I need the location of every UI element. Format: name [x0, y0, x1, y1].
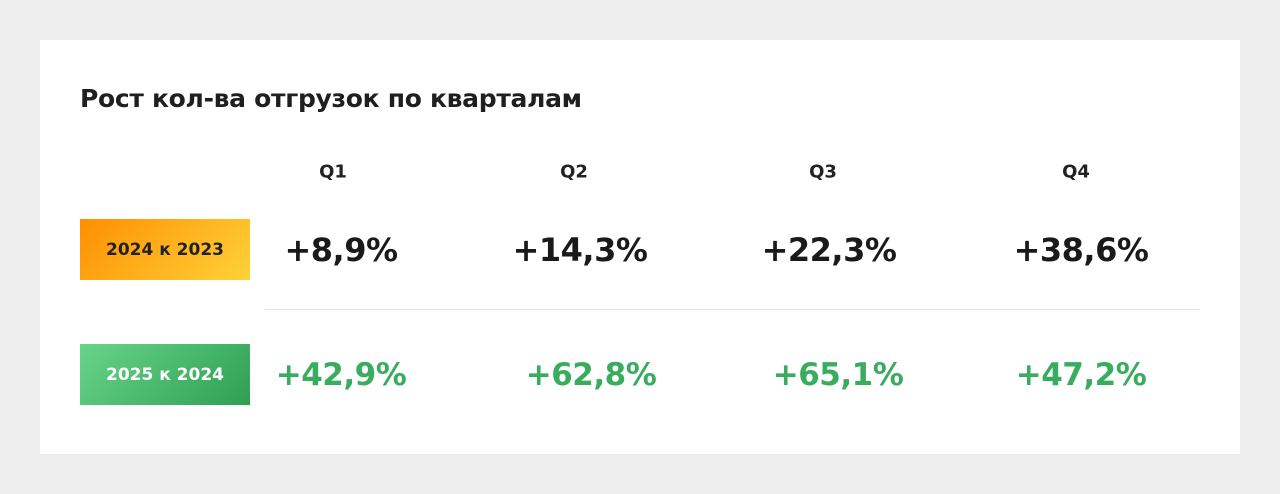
column-header: Q2 — [560, 161, 588, 183]
growth-value: +42,9% — [275, 357, 407, 393]
divider — [265, 309, 1200, 310]
growth-value: +65,1% — [772, 357, 904, 393]
growth-value: +47,2% — [1015, 357, 1147, 393]
column-header: Q3 — [809, 161, 837, 183]
row-label: 2025 к 2024 — [80, 344, 250, 405]
growth-value: +22,3% — [761, 231, 897, 269]
column-header: Q1 — [319, 161, 347, 183]
card: Рост кол-ва отгрузок по кварталам Q1 Q2 Q3… — [40, 40, 1240, 454]
growth-value: +8,9% — [284, 231, 398, 269]
growth-value: +62,8% — [525, 357, 657, 393]
growth-value: +14,3% — [512, 231, 648, 269]
title: Рост кол-ва отгрузок по кварталам — [80, 84, 582, 113]
growth-value: +38,6% — [1013, 231, 1149, 269]
column-header: Q4 — [1062, 161, 1090, 183]
row-label: 2024 к 2023 — [80, 219, 250, 280]
